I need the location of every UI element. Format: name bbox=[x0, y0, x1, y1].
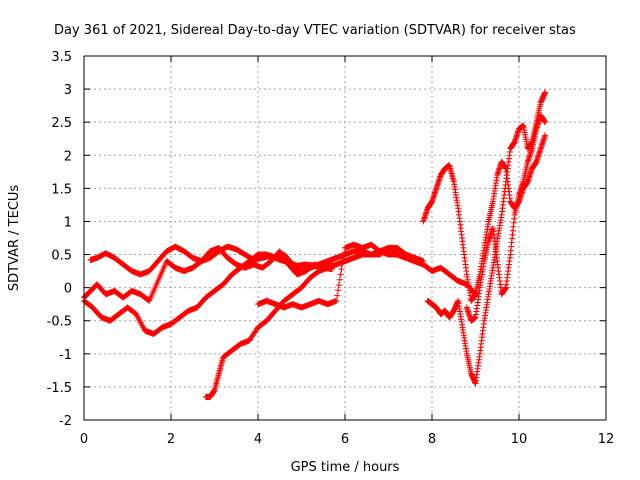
data-point bbox=[335, 287, 342, 294]
data-point bbox=[334, 292, 341, 299]
y-tick-label: -1 bbox=[59, 348, 72, 363]
data-point bbox=[341, 250, 348, 257]
x-tick-label: 6 bbox=[341, 432, 349, 447]
data-point bbox=[542, 89, 549, 96]
y-tick-label: -1.5 bbox=[47, 381, 72, 396]
y-tick-label: 2 bbox=[64, 149, 72, 164]
x-tick-label: 8 bbox=[428, 432, 436, 447]
x-axis-label: GPS time / hours bbox=[291, 460, 400, 475]
data-point bbox=[542, 132, 549, 139]
series-track-e bbox=[255, 241, 427, 311]
x-tick-label: 0 bbox=[80, 432, 88, 447]
data-point bbox=[336, 276, 343, 283]
data-point bbox=[420, 258, 427, 265]
series-track-h bbox=[463, 112, 549, 324]
y-tick-label: -0.5 bbox=[47, 315, 72, 330]
data-point bbox=[337, 271, 344, 278]
series-track-d bbox=[202, 248, 427, 400]
series-track-g bbox=[424, 89, 549, 387]
axis-ticks: 0 2 4 6 8 10 12 -2 -1.5 -1 -0.5 0 0.5 1 1.5 2 2.5 3 3.5 bbox=[47, 50, 615, 447]
data-point bbox=[338, 266, 345, 273]
data-series bbox=[81, 89, 549, 400]
data-point bbox=[340, 255, 347, 262]
y-tick-label: -2 bbox=[59, 414, 72, 429]
x-tick-label: 4 bbox=[254, 432, 262, 447]
y-tick-label: 0.5 bbox=[51, 249, 72, 264]
y-tick-label: 2.5 bbox=[51, 116, 72, 131]
x-tick-label: 12 bbox=[598, 432, 615, 447]
y-tick-label: 1 bbox=[64, 215, 72, 230]
y-tick-label: 1.5 bbox=[51, 182, 72, 197]
y-tick-label: 3 bbox=[64, 83, 72, 98]
x-tick-label: 2 bbox=[167, 432, 175, 447]
y-tick-label: 0 bbox=[64, 282, 72, 297]
data-point bbox=[335, 281, 342, 288]
y-tick-label: 3.5 bbox=[51, 50, 72, 65]
data-point bbox=[339, 260, 346, 267]
x-tick-label: 10 bbox=[511, 432, 528, 447]
chart-title: Day 361 of 2021, Sidereal Day-to-day VTE… bbox=[54, 23, 576, 38]
data-point bbox=[333, 297, 340, 304]
grid bbox=[84, 56, 606, 420]
data-point bbox=[542, 119, 549, 126]
y-axis-label: SDTVAR / TECUs bbox=[7, 185, 22, 292]
